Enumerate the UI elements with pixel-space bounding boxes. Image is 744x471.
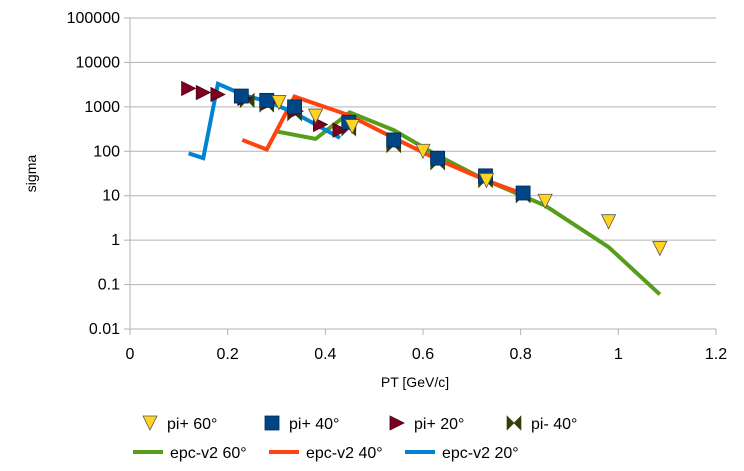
data-point [430, 150, 446, 166]
x-tick-label: 0.6 [412, 346, 434, 363]
x-tick-label: 1 [614, 346, 623, 363]
data-point [210, 86, 226, 103]
legend-label: epc-v2 40° [306, 445, 383, 462]
data-point [271, 95, 287, 111]
legend-item: epc-v2 40° [269, 445, 383, 462]
legend-label: pi+ 40° [289, 416, 339, 433]
data-point [332, 122, 348, 138]
axes [124, 17, 717, 335]
series-line [276, 110, 662, 296]
x-tick-label: 0.2 [217, 346, 239, 363]
legend-item: epc-v2 60° [133, 445, 247, 462]
data-point [181, 80, 197, 97]
legend-label: pi+ 60° [167, 416, 217, 433]
legend-label: epc-v2 20° [442, 445, 519, 462]
legend-symbol [264, 415, 280, 431]
data-point [195, 84, 212, 101]
x-axis-title: PT [GeV/c] [381, 374, 449, 390]
plot-area [181, 80, 668, 296]
data-point [307, 108, 324, 124]
y-tick-label: 100 [93, 143, 120, 160]
axis-titles: PT [GeV/c] sigma [23, 155, 449, 390]
legend-item: epc-v2 20° [405, 445, 519, 462]
y-tick-label: 1 [111, 232, 120, 249]
gridlines [130, 17, 716, 330]
x-tick-label: 1.2 [705, 346, 727, 363]
legend-item: pi+ 20° [389, 415, 464, 433]
data-point [600, 214, 617, 230]
x-tick-label: 0 [126, 346, 135, 363]
data-point [478, 173, 495, 189]
legend-label: pi+ 20° [414, 416, 464, 433]
legend-item: pi+ 40° [264, 415, 339, 433]
legend-item: pi+ 60° [142, 415, 217, 433]
legend-symbol [389, 415, 405, 431]
legend: pi+ 60° pi+ 40° pi+ 20° pi- 40° epc-v2 60° ep… [133, 415, 577, 462]
x-tick-label: 0.8 [510, 346, 532, 363]
y-tick-label: 0.1 [98, 277, 120, 294]
data-point [515, 185, 531, 201]
y-tick-label: 10 [102, 188, 120, 205]
legend-symbol [142, 415, 158, 431]
data-point [233, 88, 249, 104]
legend-item: pi- 40° [506, 415, 577, 433]
data-point [344, 119, 360, 135]
data-point [287, 99, 302, 115]
data-point [415, 143, 431, 160]
legend-label: epc-v2 60° [170, 445, 247, 462]
data-point [259, 92, 275, 108]
y-tick-label: 1000 [84, 99, 120, 116]
legend-symbol [513, 415, 522, 431]
y-axis-title: sigma [23, 155, 39, 193]
data-point [652, 241, 668, 257]
data-point [386, 132, 402, 148]
data-point [537, 193, 553, 210]
data-point [246, 92, 255, 109]
tick-labels: 0.01 0.1 1 10 100 1000 10000 100000 0 0.2 0.4 0.6 0.… [67, 10, 728, 363]
legend-label: pi- 40° [531, 416, 577, 433]
y-tick-label: 10000 [76, 54, 121, 71]
x-tick-label: 0.4 [314, 346, 336, 363]
y-tick-label: 100000 [67, 10, 120, 27]
y-tick-label: 0.01 [89, 321, 120, 338]
legend-symbol [506, 415, 515, 431]
